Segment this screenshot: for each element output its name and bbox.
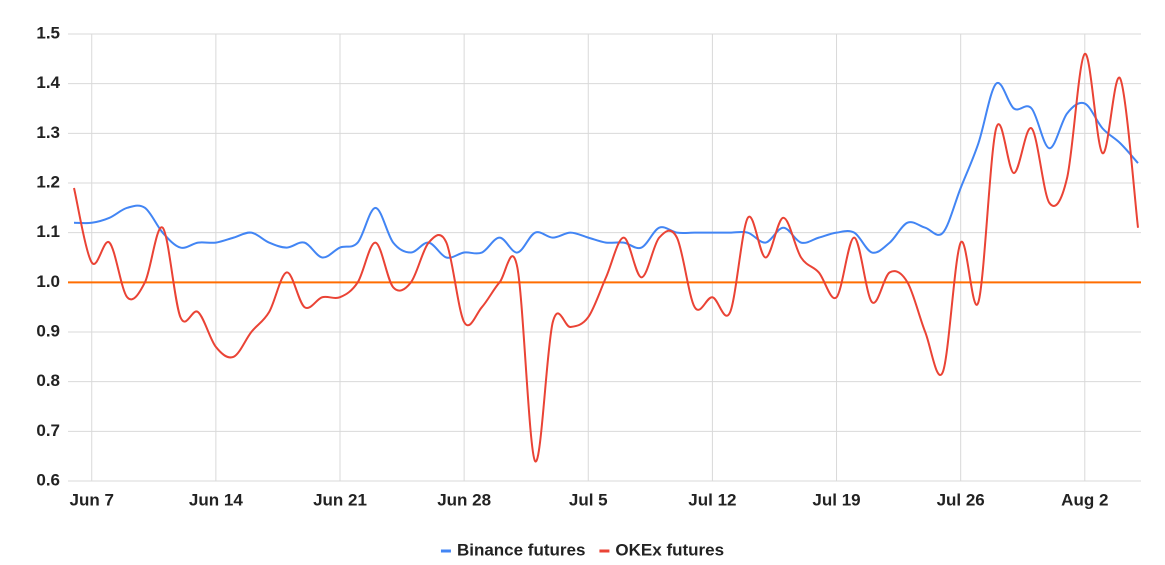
series-line bbox=[73, 52, 1139, 463]
y-tick-label: 0.8 bbox=[36, 371, 60, 390]
x-tick-label: Jun 21 bbox=[313, 490, 367, 509]
series-line bbox=[73, 81, 1139, 259]
y-tick-label: 1.5 bbox=[36, 23, 60, 42]
x-tick-label: Jul 12 bbox=[688, 490, 736, 509]
x-tick-label: Jun 28 bbox=[437, 490, 491, 509]
x-tick-label: Jun 14 bbox=[189, 490, 243, 509]
y-tick-label: 0.7 bbox=[36, 421, 60, 440]
x-tick-label: Jun 7 bbox=[70, 490, 114, 509]
y-tick-label: 1.1 bbox=[36, 222, 60, 241]
legend-label: Binance futures bbox=[457, 540, 585, 559]
y-tick-label: 1.0 bbox=[36, 272, 60, 291]
legend-label: OKEx futures bbox=[615, 540, 724, 559]
x-tick-label: Jul 26 bbox=[937, 490, 985, 509]
x-tick-label: Jul 19 bbox=[812, 490, 860, 509]
y-tick-label: 1.2 bbox=[36, 172, 60, 191]
y-tick-label: 0.9 bbox=[36, 321, 60, 340]
y-tick-label: 1.4 bbox=[36, 73, 60, 92]
y-tick-label: 1.3 bbox=[36, 123, 60, 142]
x-tick-label: Aug 2 bbox=[1061, 490, 1108, 509]
y-tick-label: 0.6 bbox=[36, 470, 60, 489]
x-tick-label: Jul 5 bbox=[569, 490, 608, 509]
